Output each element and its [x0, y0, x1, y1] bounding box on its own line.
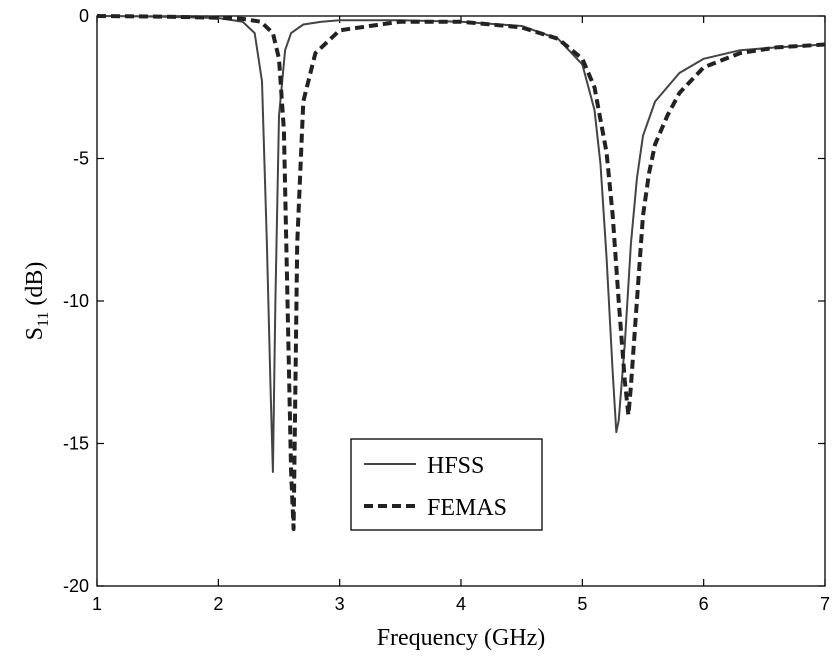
- x-tick-label: 5: [577, 594, 587, 614]
- x-tick-label: 7: [820, 594, 830, 614]
- x-tick-label: 4: [456, 594, 466, 614]
- x-tick-label: 1: [92, 594, 102, 614]
- y-axis-title-unit: (dB): [22, 262, 48, 312]
- x-axis-title: Frequency (GHz): [377, 625, 546, 651]
- y-axis-title-main: S: [22, 327, 48, 340]
- x-tick-label: 6: [699, 594, 709, 614]
- series-layer: [96, 14, 826, 531]
- y-axis-title-sub: 11: [35, 312, 52, 327]
- y-tick-label: -15: [63, 434, 89, 454]
- x-tick-label: 3: [335, 594, 345, 614]
- y-tick-label: -5: [73, 149, 89, 169]
- legend-box: [350, 438, 543, 531]
- y-tick-label: 0: [79, 6, 89, 26]
- series-line-hfss: [96, 15, 826, 473]
- legend-femas-label: FEMAS: [427, 495, 507, 521]
- y-tick-label: -20: [63, 576, 89, 596]
- x-tick-label: 2: [213, 594, 223, 614]
- series-line-femas: [96, 14, 826, 531]
- tick-labels: 1 2 3 4 5 6 7 0 -5 -10 -15 -20: [63, 6, 830, 614]
- y-axis-title: S11 (dB): [22, 262, 52, 341]
- axis-ticks: [96, 15, 826, 587]
- legend-hfss-label: HFSS: [427, 453, 484, 479]
- legend: HFSS FEMAS: [350, 438, 543, 531]
- y-tick-label: -10: [63, 291, 89, 311]
